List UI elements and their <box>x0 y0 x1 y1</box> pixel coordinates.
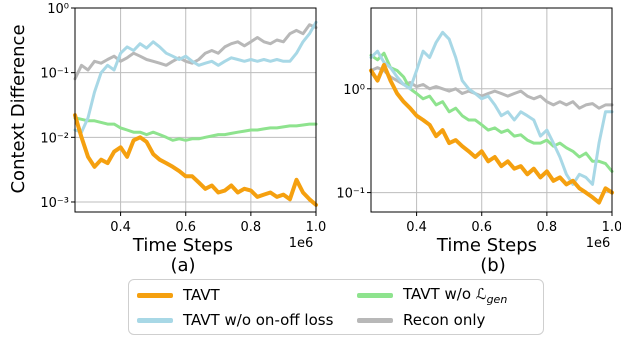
legend-item-no-gen: TAVT w/o ℒgen <box>357 283 507 307</box>
panel-a-series-recon-only <box>73 23 318 81</box>
panel-a-xtick-label: 0.8 <box>241 220 262 235</box>
panel-a-xtick-label: 1.0 <box>306 220 327 235</box>
panel-b-ticks: 0.4 0.6 0.8 1.0 10⁻¹ 10⁰ <box>336 83 621 235</box>
panel-a-ytick-label: 10⁻¹ <box>40 67 69 82</box>
legend-label-no-gen-subscript: gen <box>486 292 508 306</box>
panel-b-x-offset: 1e6 <box>586 236 611 251</box>
panel-a-ytick-label: 10⁻² <box>40 131 69 146</box>
legend-swatch-tavt <box>137 292 173 298</box>
panel-a-ytick-label: 10⁰ <box>47 2 69 17</box>
legend-item-no-onoff: TAVT w/o on-off loss <box>137 308 333 332</box>
panel-b-xlabel: Time Steps <box>436 235 537 256</box>
panel-a-series-tavt <box>73 113 318 207</box>
panel-a-series <box>73 20 318 207</box>
panel-b-series-tavt-w-o-on-off-loss <box>369 30 614 186</box>
panel-a-frame <box>74 7 317 213</box>
panel-b-series-tavt-w-o-gen <box>369 51 614 173</box>
legend-swatch-no-gen <box>357 292 393 298</box>
panel-a-xtick-label: 0.4 <box>110 220 131 235</box>
panel-b-xtick-label: 0.4 <box>406 220 427 235</box>
legend-label-tavt: TAVT <box>183 286 220 304</box>
panel-a-series-tavt-w-o-on-off-loss <box>73 20 318 134</box>
panel-b-series-tavt <box>369 62 614 205</box>
legend-swatch-no-onoff <box>137 317 173 323</box>
panel-a-ylabel: Context Difference <box>8 24 29 193</box>
panel-b-label: (b) <box>480 255 505 276</box>
legend-label-recon: Recon only <box>403 311 486 329</box>
legend: TAVT TAVT w/o ℒgen TAVT w/o on-off loss … <box>128 279 544 335</box>
panel-b-series <box>369 30 614 205</box>
legend-label-no-onoff: TAVT w/o on-off loss <box>183 311 334 329</box>
legend-label-no-gen: TAVT w/o ℒgen <box>403 285 507 306</box>
legend-item-tavt: TAVT <box>137 283 220 307</box>
panel-a-label: (a) <box>170 255 195 276</box>
panel-b-frame <box>370 7 613 213</box>
panel-b-xtick-label: 0.6 <box>471 220 492 235</box>
panel-a-x-offset: 1e6 <box>289 236 314 251</box>
panel-a-xlabel: Time Steps <box>132 235 233 256</box>
panel-a-ytick-label: 10⁻³ <box>40 196 69 211</box>
panel-b-ytick-label: 10⁻¹ <box>336 187 365 202</box>
legend-label-no-gen-prefix: TAVT w/o <box>403 284 476 303</box>
panel-b-xtick-label: 0.8 <box>537 220 558 235</box>
panel-a: 0.4 0.6 0.8 1.0 10⁻³ 10⁻² 10⁻¹ 10⁰ Context Diff… <box>8 2 326 276</box>
panel-a-xtick-label: 0.6 <box>175 220 196 235</box>
legend-label-no-gen-symbol: ℒ <box>475 284 487 303</box>
panel-b-xtick-label: 1.0 <box>602 220 621 235</box>
panel-a-ticks: 0.4 0.6 0.8 1.0 10⁻³ 10⁻² 10⁻¹ 10⁰ <box>40 2 326 235</box>
panel-a-series-tavt-w-o-gen <box>73 116 318 142</box>
panel-b: 0.4 0.6 0.8 1.0 10⁻¹ 10⁰ Time Steps 1e6 (b) <box>336 7 621 276</box>
legend-swatch-recon <box>357 317 393 323</box>
panel-b-ytick-label: 10⁰ <box>343 83 365 98</box>
legend-item-recon: Recon only <box>357 308 485 332</box>
